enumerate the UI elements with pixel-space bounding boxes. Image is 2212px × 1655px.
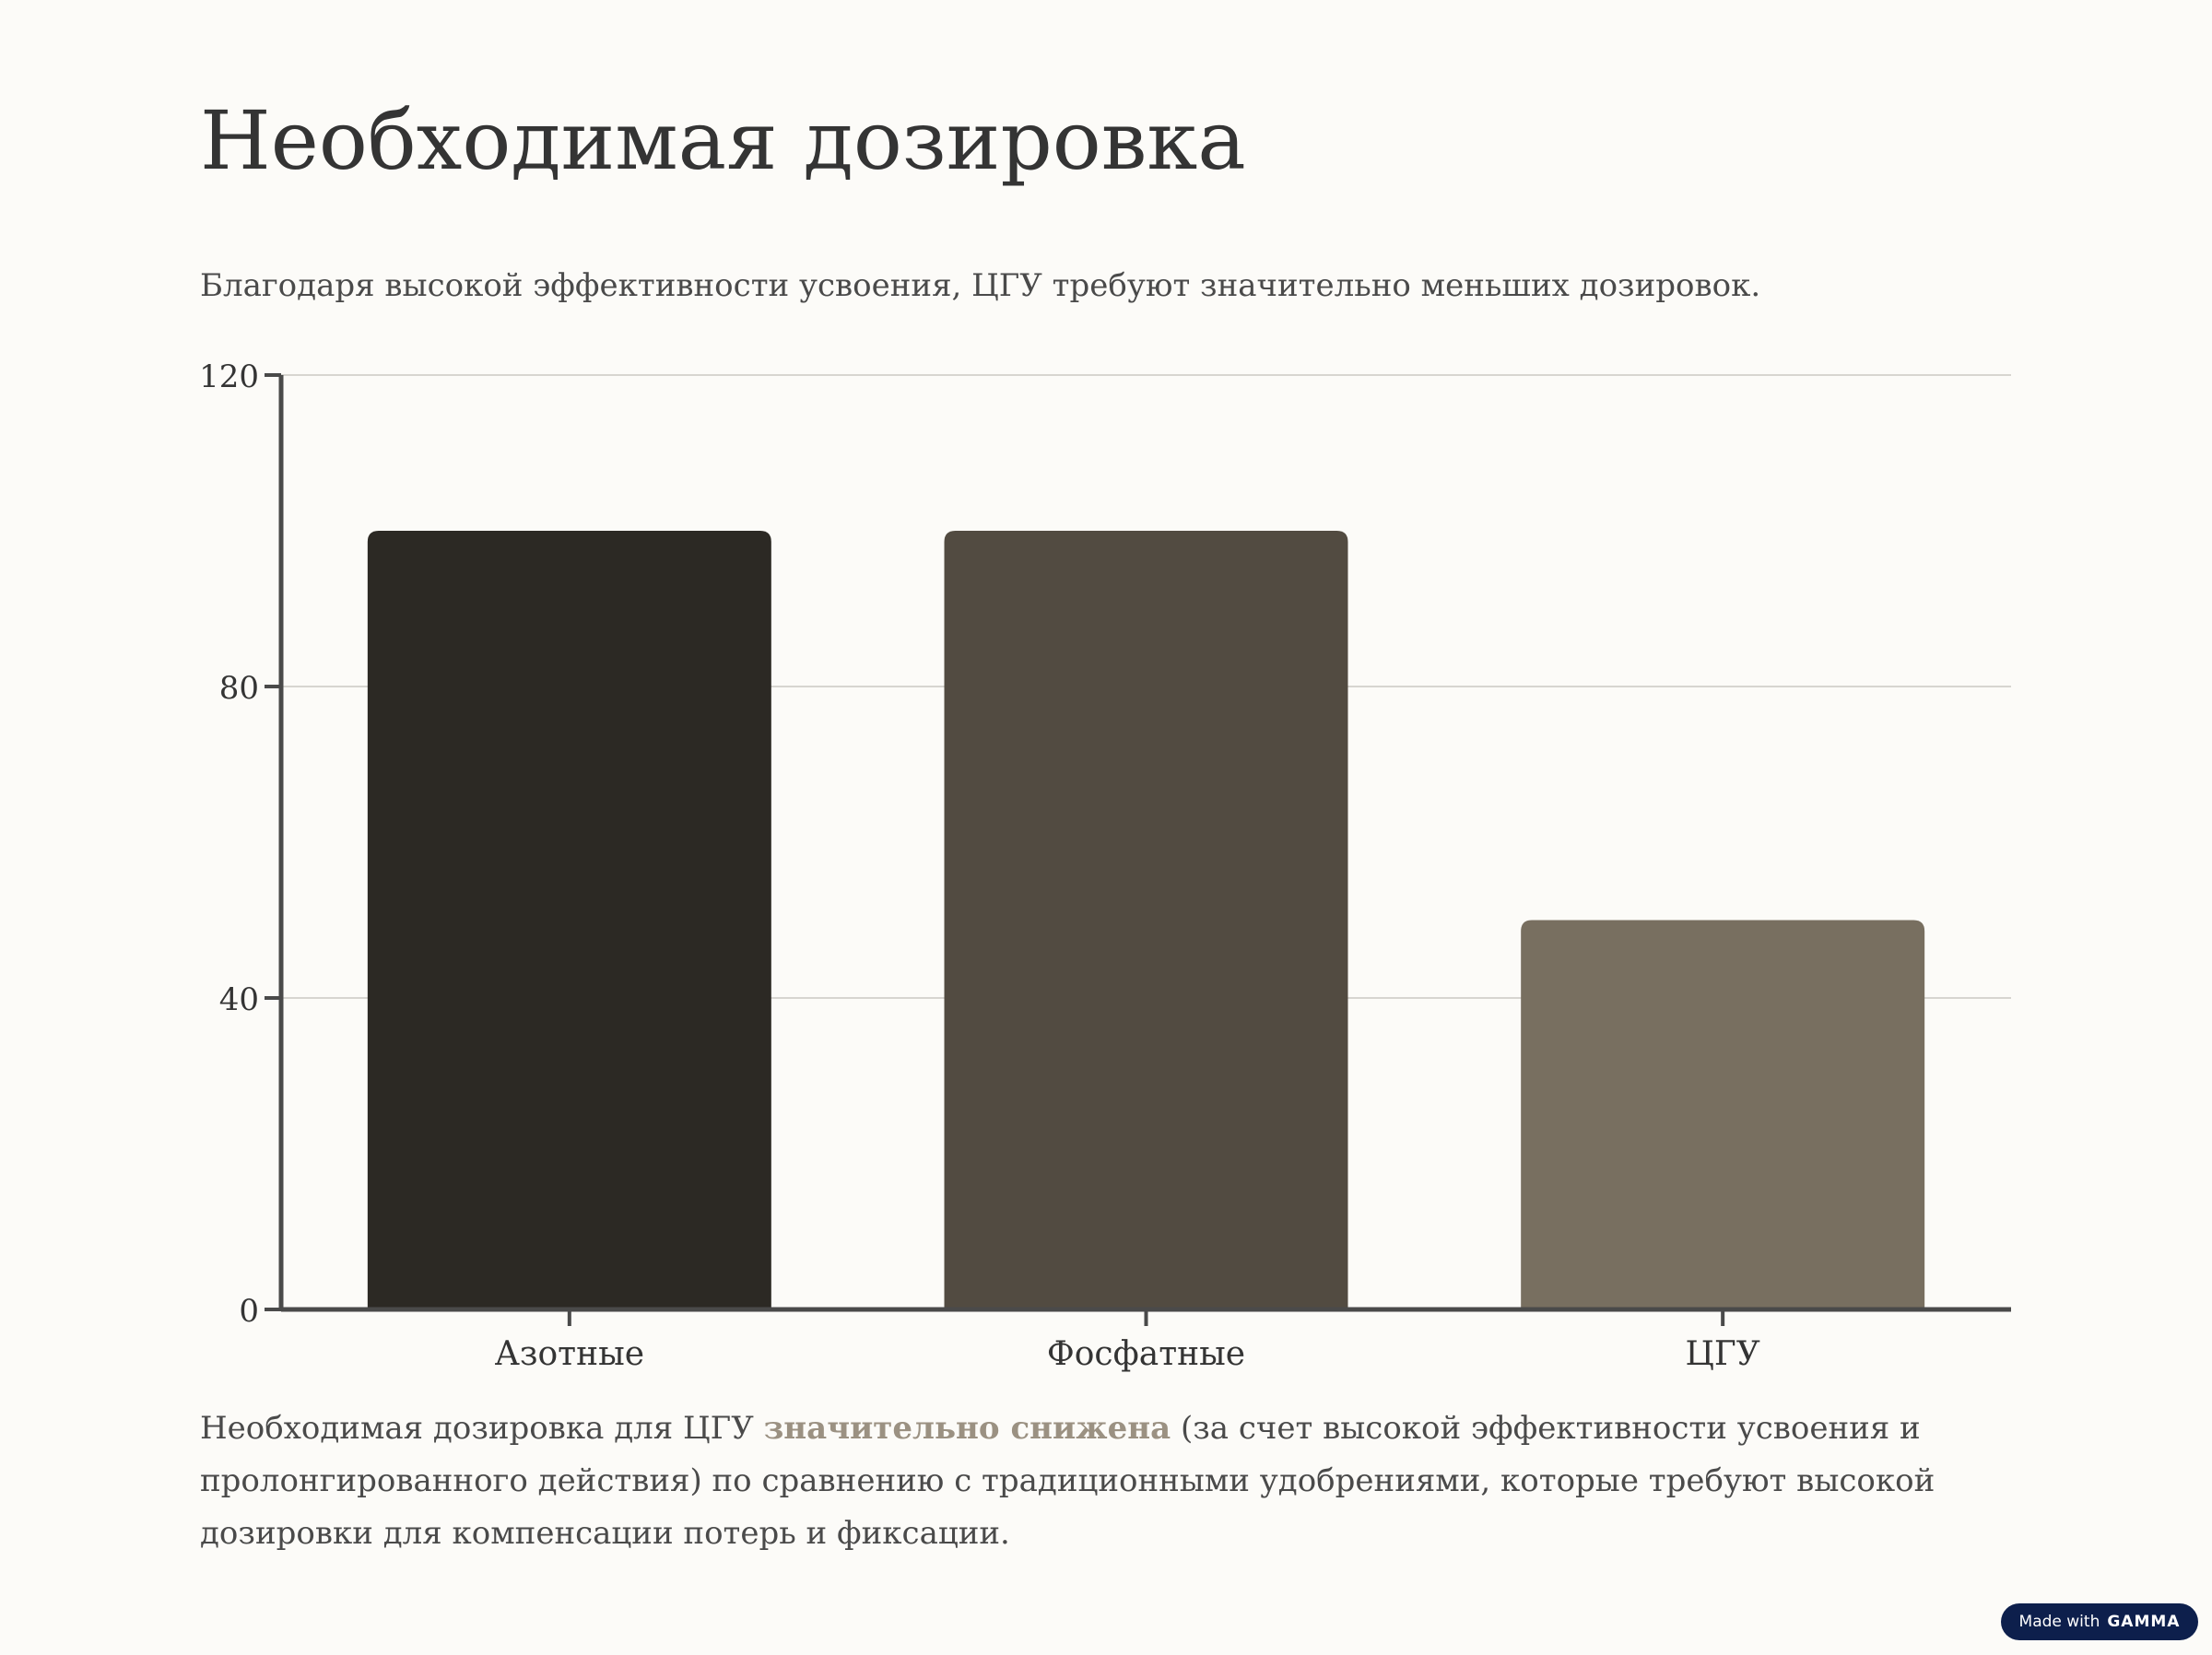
x-tick-label-2: Фосфатные	[1047, 1335, 1245, 1373]
bars	[367, 531, 1925, 1309]
bar-2	[944, 531, 1348, 1309]
bar-1	[367, 531, 771, 1309]
x-tick-label-3: ЦГУ	[1686, 1335, 1760, 1373]
tick-labels: 0 40 80 120 Азотные Фосфатные ЦГУ	[199, 358, 1760, 1373]
badge-prefix: Made with	[2018, 1613, 2100, 1631]
x-tick-label-1: Азотные	[495, 1335, 644, 1373]
y-tick-label-120: 120	[199, 358, 259, 395]
description-paragraph: Необходимая дозировка для ЦГУ значительн…	[200, 1403, 2043, 1560]
page-subtitle: Благодаря высокой эффективности усвоения…	[200, 267, 1761, 304]
description-text-end: (за счет высокой эффективности усвоения …	[200, 1410, 1936, 1552]
y-tick-label-40: 40	[219, 981, 259, 1018]
description-text-start: Необходимая дозировка для ЦГУ	[200, 1410, 764, 1447]
axes	[265, 373, 2011, 1326]
page-title: Необходимая дозировка	[200, 93, 1246, 188]
y-tick-label-0: 0	[239, 1293, 259, 1330]
y-tick-label-80: 80	[219, 670, 259, 707]
gamma-logo: GAMMA	[2107, 1613, 2181, 1631]
description-highlight: значительно снижена	[763, 1410, 1171, 1447]
made-with-gamma-badge[interactable]: Made with GAMMA	[2001, 1603, 2198, 1640]
bar-3	[1521, 920, 1925, 1309]
